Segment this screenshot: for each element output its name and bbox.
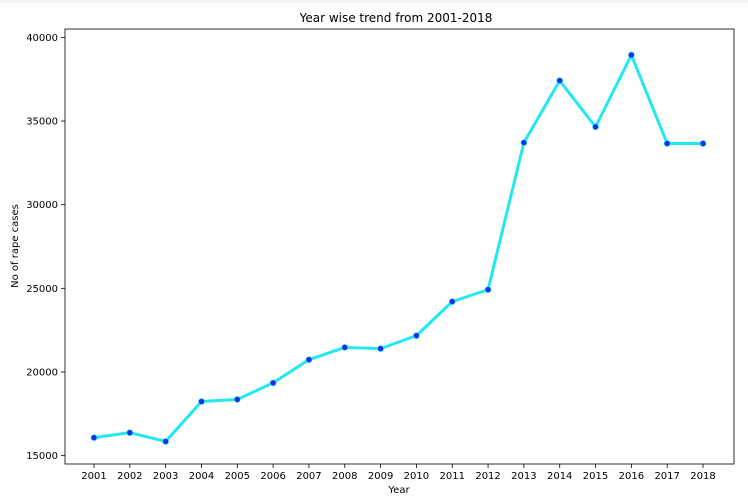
x-tick-label: 2011 xyxy=(440,471,465,482)
x-axis-label: Year xyxy=(387,485,410,496)
chart-title: Year wise trend from 2001-2018 xyxy=(299,11,493,25)
data-point xyxy=(520,139,528,146)
y-tick-label: 25000 xyxy=(26,284,58,295)
data-point xyxy=(305,356,313,363)
data-point xyxy=(126,429,134,436)
x-tick-label: 2013 xyxy=(511,471,536,482)
data-point xyxy=(663,140,671,147)
x-tick-label: 2012 xyxy=(475,471,500,482)
data-point xyxy=(556,77,564,84)
x-tick-label: 2010 xyxy=(404,471,429,482)
x-tick-label: 2018 xyxy=(690,471,715,482)
data-point xyxy=(484,286,492,293)
x-tick-label: 2009 xyxy=(368,471,393,482)
series-layer xyxy=(90,51,707,445)
series-line xyxy=(92,53,705,443)
data-point xyxy=(162,438,169,445)
y-axis: 15000 20000 25000 30000 35000 40000 xyxy=(26,33,65,462)
data-point xyxy=(233,396,241,403)
x-tick-label: 2017 xyxy=(654,471,679,482)
data-point xyxy=(377,345,384,352)
x-tick-label: 2004 xyxy=(189,471,214,482)
x-tick-label: 2015 xyxy=(583,471,608,482)
y-tick-label: 40000 xyxy=(26,33,58,44)
data-point xyxy=(592,123,599,131)
x-tick-label: 2016 xyxy=(619,471,644,482)
y-tick-label: 35000 xyxy=(26,117,58,128)
data-point xyxy=(90,434,98,441)
data-point xyxy=(198,398,205,405)
y-tick-label: 15000 xyxy=(26,451,58,462)
data-point xyxy=(448,298,456,305)
x-tick-label: 2007 xyxy=(296,471,321,482)
data-point xyxy=(269,379,277,387)
x-tick-label: 2005 xyxy=(225,471,250,482)
data-point xyxy=(341,344,349,351)
data-point xyxy=(413,332,420,339)
data-point xyxy=(628,51,635,59)
y-tick-label: 20000 xyxy=(26,367,58,378)
y-tick-label: 30000 xyxy=(26,200,58,211)
top-divider xyxy=(0,0,748,3)
plot-area xyxy=(64,28,735,465)
x-tick-label: 2003 xyxy=(153,471,178,482)
x-tick-label: 2014 xyxy=(547,471,572,482)
data-point xyxy=(699,140,707,147)
y-axis-label: No of rape cases xyxy=(10,204,21,288)
x-tick-label: 2002 xyxy=(117,471,142,482)
x-tick-label: 2001 xyxy=(81,471,106,482)
x-tick-label: 2008 xyxy=(332,471,357,482)
x-axis: 2001 2002 2003 2004 2005 2006 2007 2008 2009 2010… xyxy=(81,464,716,482)
x-tick-label: 2006 xyxy=(260,471,285,482)
